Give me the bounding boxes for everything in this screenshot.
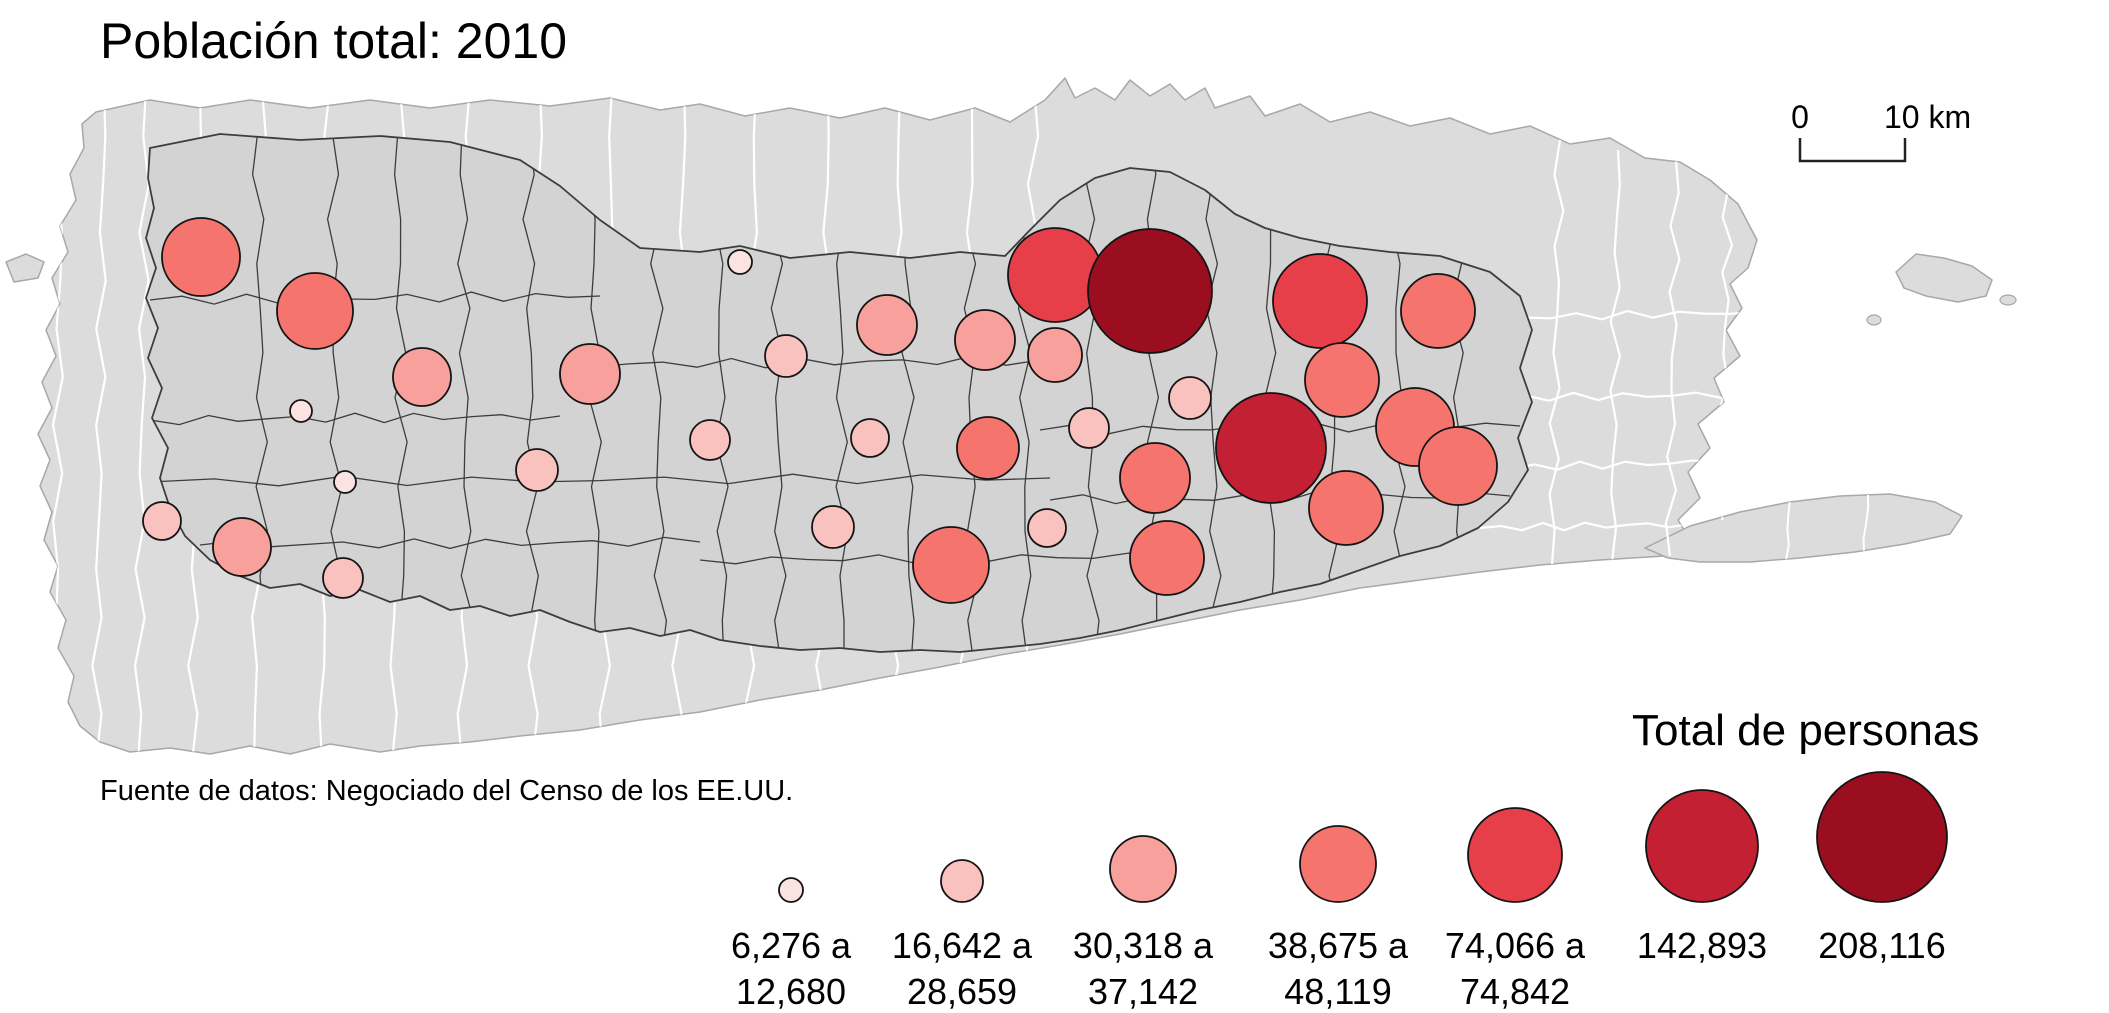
population-circle — [276, 272, 354, 350]
population-circle — [1007, 227, 1103, 323]
legend-label-line1: 208,116 — [1818, 925, 1945, 966]
population-circle — [856, 294, 918, 356]
scale-start-label: 0 — [1791, 99, 1809, 135]
population-circles — [142, 217, 1498, 604]
population-circle — [954, 309, 1016, 371]
legend-circle — [1109, 835, 1177, 903]
legend-item: 6,276 a 12,680 — [731, 877, 852, 1012]
population-circle — [1027, 508, 1067, 548]
population-circle — [1400, 273, 1476, 349]
legend-label-line2: 37,142 — [1088, 971, 1198, 1012]
population-circle — [811, 505, 855, 549]
population-circle — [1119, 442, 1191, 514]
legend-title: Total de personas — [1632, 706, 1979, 755]
vieques-island — [1644, 493, 1963, 563]
population-circle — [689, 419, 731, 461]
population-circle — [912, 526, 990, 604]
islet — [1866, 314, 1882, 326]
population-circle — [1215, 392, 1327, 504]
scale-bar: 0 10 km — [1791, 99, 1971, 163]
legend-label-line2: 74,842 — [1460, 971, 1570, 1012]
legend-label-line1: 16,642 a — [892, 925, 1033, 966]
islet — [1999, 294, 2017, 306]
legend-label-line2: 12,680 — [736, 971, 846, 1012]
legend: Total de personas 6,276 a 12,680 16,642 a 2… — [731, 706, 1979, 1012]
legend-circle — [1816, 771, 1948, 903]
population-circle — [559, 343, 621, 405]
population-circle — [142, 501, 182, 541]
population-circle — [212, 517, 272, 577]
population-circle — [1129, 520, 1205, 596]
legend-items: 6,276 a 12,680 16,642 a 28,659 30,318 a 37,14… — [731, 771, 1948, 1012]
population-circle — [392, 347, 452, 407]
population-circle — [1168, 376, 1212, 420]
culebra-island — [1895, 253, 1993, 303]
population-circle — [161, 217, 241, 297]
population-circle — [1418, 426, 1498, 506]
legend-circle — [1467, 807, 1563, 903]
legend-circle — [940, 859, 984, 903]
population-circle — [764, 334, 808, 378]
legend-label-line2: 48,119 — [1284, 971, 1391, 1012]
population-circle — [322, 557, 364, 599]
population-circle — [1308, 470, 1384, 546]
legend-label-line1: 30,318 a — [1073, 925, 1214, 966]
legend-item: 30,318 a 37,142 — [1073, 835, 1214, 1012]
scale-end-label: 10 km — [1884, 99, 1971, 135]
legend-item: 208,116 — [1816, 771, 1948, 966]
population-circle — [956, 416, 1020, 480]
page-title: Población total: 2010 — [100, 13, 567, 69]
population-circle — [727, 249, 753, 275]
desecheo-island — [5, 253, 45, 283]
legend-label-line2: 28,659 — [907, 971, 1017, 1012]
legend-label-line1: 74,066 a — [1445, 925, 1586, 966]
legend-item: 16,642 a 28,659 — [892, 859, 1033, 1012]
legend-label-line1: 38,675 a — [1268, 925, 1409, 966]
legend-item: 74,066 a 74,842 — [1445, 807, 1586, 1012]
population-circle — [1068, 407, 1110, 449]
legend-circle — [1645, 789, 1759, 903]
population-circle — [289, 399, 313, 423]
legend-label-line1: 6,276 a — [731, 925, 852, 966]
source-note: Fuente de datos: Negociado del Censo de … — [100, 775, 793, 807]
population-circle — [515, 448, 559, 492]
population-circle — [1272, 253, 1368, 349]
population-circle — [1304, 342, 1380, 418]
scale-bar-bracket — [1798, 138, 1907, 163]
legend-item: 142,893 — [1637, 789, 1767, 966]
population-circle — [1027, 327, 1083, 383]
legend-circle — [1299, 825, 1377, 903]
legend-circle — [778, 877, 804, 903]
population-circle — [1087, 228, 1213, 354]
population-circle — [333, 470, 357, 494]
legend-label-line1: 142,893 — [1637, 925, 1767, 966]
legend-item: 38,675 a 48,119 — [1268, 825, 1409, 1012]
population-circle — [850, 418, 890, 458]
